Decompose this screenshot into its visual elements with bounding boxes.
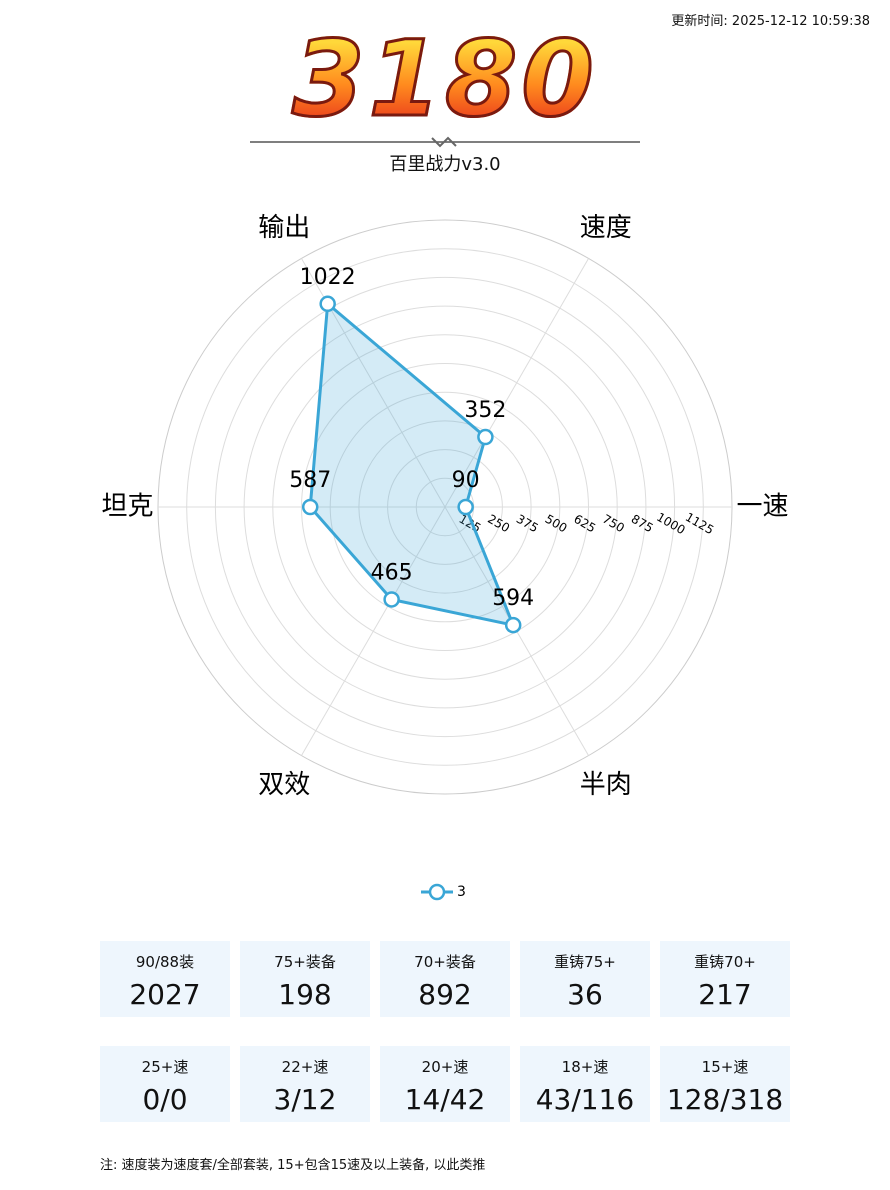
stat-label: 75+装备 [274,953,336,971]
stat-label: 18+速 [561,1058,609,1076]
stat-value: 128/318 [666,1083,784,1116]
stat-cell: 70+装备 892 [380,941,510,1017]
radar-point [457,498,474,516]
legend-marker [428,883,446,901]
stat-value: 0/0 [142,1083,188,1116]
r-tick-label: 875 [629,512,656,536]
note: 注: 速度装为速度套/全部套装, 15+包含15速及以上装备, 以此类推 [100,1158,486,1173]
axis-label: 半肉 [580,770,632,800]
stat-cell: 90/88装 2027 [100,941,230,1017]
spoke [301,506,446,756]
legend-label: 3 [457,884,466,900]
stat-value: 14/42 [404,1083,486,1116]
stat-label: 15+速 [701,1058,749,1076]
stat-value: 43/116 [535,1083,635,1116]
score: 3180 [0,17,890,142]
stat-value: 2027 [129,978,201,1011]
axis-label: 一速 [736,492,788,522]
radar-chart: 125 250 375 500 625 750 87510001125一速速度输出坦克双效半… [102,213,788,901]
stat-cell: 25+速 0/0 [100,1046,230,1122]
axis-label: 坦克 [102,492,154,522]
stat-cell: 重铸75+ 36 [520,941,650,1017]
stat-cell: 22+速 3/12 [240,1046,370,1122]
radar-point [319,295,336,313]
value-label: 587 [289,468,331,493]
stat-cell: 15+速 128/318 [660,1046,790,1122]
axis-label: 双效 [258,770,310,800]
subtitle: 百里战力v3.0 [389,154,501,175]
stat-label: 22+速 [281,1058,329,1076]
stat-label: 25+速 [141,1058,189,1076]
axis-label: 输出 [258,213,310,243]
spoke [444,258,589,508]
stat-value: 198 [278,978,332,1011]
stat-label: 20+速 [421,1058,469,1076]
axis-label: 速度 [580,213,632,243]
value-label: 352 [464,398,506,423]
radar-point [301,498,319,516]
value-label: 1022 [300,265,356,290]
stat-cell: 18+速 43/116 [520,1046,650,1122]
stat-value: 36 [567,978,603,1011]
r-tick-label: 750 [600,512,627,536]
r-tick-label: 1125 [683,510,716,537]
stat-label: 重铸70+ [694,953,756,971]
r-tick-label: 1000 [654,510,687,537]
radar-point [477,428,494,446]
stat-label: 70+装备 [414,953,476,971]
ornament [250,136,640,148]
value-label: 90 [452,468,480,493]
stat-cell: 20+速 14/42 [380,1046,510,1122]
stat-label: 90/88装 [135,953,195,971]
value-label: 465 [371,560,413,585]
stat-label: 重铸75+ [554,953,616,971]
r-tick-label: 625 [571,512,598,536]
r-tick-label: 250 [485,512,512,536]
radar-point [504,616,522,634]
stat-value: 217 [698,978,752,1011]
radar-point [383,591,400,608]
stat-value: 3/12 [273,1083,337,1116]
r-tick-label: 500 [543,512,570,536]
value-label: 594 [492,586,534,611]
update-time: 更新时间: 2025-12-12 10:59:38 [671,10,870,29]
stat-cell: 重铸70+ 217 [660,941,790,1017]
stat-value: 892 [418,978,472,1011]
stat-cell: 75+装备 198 [240,941,370,1017]
